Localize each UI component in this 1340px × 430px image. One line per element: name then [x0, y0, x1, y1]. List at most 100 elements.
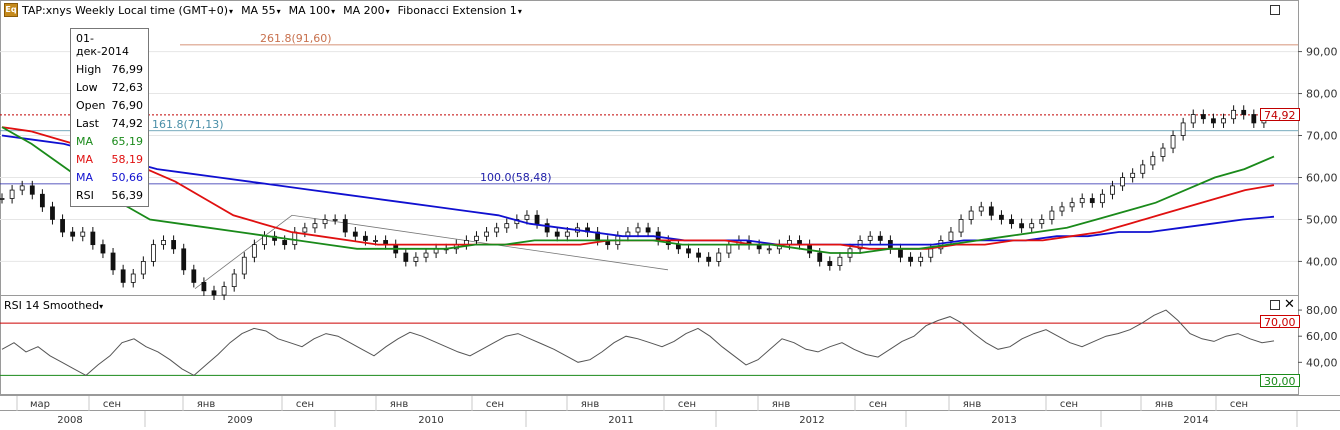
year-label: 2012	[799, 415, 824, 426]
price-candle	[423, 252, 429, 258]
price-candle	[403, 252, 409, 262]
infobox-row-value: 58,19	[111, 153, 144, 166]
chevron-down-icon: ▾	[229, 6, 234, 16]
price-candle	[100, 244, 106, 254]
year-label: 2013	[991, 415, 1016, 426]
ticker-menu[interactable]: TAP:xnys Weekly Local time (GMT+0)▾	[22, 4, 233, 17]
time-label: сен	[1060, 399, 1078, 410]
price-candle	[877, 235, 883, 241]
ma100-menu[interactable]: MA 100▾	[289, 4, 336, 17]
price-candle	[1140, 164, 1146, 174]
price-candle	[322, 219, 328, 225]
price-tick-label: 90,00	[1306, 46, 1338, 59]
price-candle	[1009, 219, 1014, 225]
price-candle	[1099, 193, 1105, 204]
time-label: янв	[963, 399, 982, 410]
fibonacci-level-label: 100.0(58,48)	[480, 171, 552, 184]
price-candle	[908, 256, 913, 262]
price-candle	[1039, 219, 1045, 225]
price-candle	[988, 206, 994, 216]
time-label: сен	[296, 399, 314, 410]
price-candle	[726, 244, 732, 254]
price-candle	[0, 198, 5, 200]
price-tick-label: 80,00	[1306, 88, 1338, 101]
ma55-line	[1, 126, 1275, 254]
infobox-row: RSI 56,39	[71, 187, 148, 205]
price-candle	[686, 248, 691, 254]
rsi-tick-label: 80,00	[1306, 304, 1338, 317]
price-candle	[494, 227, 500, 233]
price-candle	[837, 256, 843, 267]
price-candle	[1089, 198, 1095, 204]
price-candle	[110, 252, 116, 271]
infobox-row: High 76,99	[71, 61, 148, 79]
ma200-menu[interactable]: MA 200▾	[343, 4, 390, 17]
price-candle	[958, 219, 964, 233]
price-candle	[554, 231, 560, 237]
infobox-row-label: Last	[76, 117, 99, 130]
price-candle	[1211, 118, 1216, 124]
fibonacci-tool-lines[interactable]	[194, 214, 669, 290]
infobox-row-value: 56,39	[111, 189, 144, 202]
equity-icon: Eq	[4, 3, 18, 17]
price-candle	[544, 223, 550, 233]
price-candle	[342, 219, 348, 233]
infobox-row: MA 65,19	[71, 133, 148, 151]
price-candle	[928, 248, 934, 258]
rsi-menu[interactable]: RSI 14 Smoothed▾	[4, 299, 103, 312]
price-candle	[1231, 109, 1237, 120]
last-price-tag: 74,92	[1260, 107, 1300, 122]
price-candle	[1150, 156, 1156, 166]
ma55-menu[interactable]: MA 55▾	[241, 4, 281, 17]
infobox-row-value: 50,66	[111, 171, 144, 184]
price-candle	[1079, 198, 1085, 204]
maximize-rsi-icon[interactable]	[1270, 300, 1280, 310]
price-candle	[978, 206, 984, 212]
fibonacci-menu[interactable]: Fibonacci Extension 1▾	[398, 4, 522, 17]
ticker-label: TAP:xnys Weekly Local time (GMT+0)	[22, 3, 229, 17]
infobox-date: 01-дек-2014	[76, 32, 129, 58]
maximize-icon[interactable]	[1270, 5, 1280, 15]
year-label: 2008	[57, 415, 82, 426]
price-candle	[1120, 177, 1125, 187]
infobox-row-label: MA	[76, 171, 94, 184]
chevron-down-icon: ▾	[276, 6, 281, 16]
price-candle	[484, 231, 489, 237]
price-candle	[1170, 135, 1176, 149]
price-candle	[201, 282, 207, 292]
price-tick-label: 50,00	[1306, 213, 1338, 226]
close-icon[interactable]: ✕	[1284, 297, 1295, 312]
price-candle	[716, 252, 722, 262]
price-candle	[140, 261, 146, 275]
infobox-row-value: 74,92	[111, 117, 144, 130]
price-candle	[312, 223, 318, 229]
infobox-row-label: Open	[76, 99, 106, 112]
price-candle	[39, 193, 45, 208]
infobox-row-value: 65,19	[111, 135, 144, 148]
chart-header: Eq TAP:xnys Weekly Local time (GMT+0)▾ M…	[4, 2, 530, 18]
price-candle	[171, 240, 177, 250]
chevron-down-icon: ▾	[99, 302, 104, 311]
year-label: 2009	[227, 415, 252, 426]
price-candle	[1049, 210, 1055, 220]
rsi-overbought-tag: 70,00	[1260, 315, 1300, 329]
infobox-row-value: 76,99	[111, 63, 144, 76]
rsi-panel-frame	[0, 295, 1299, 395]
price-candle	[1019, 223, 1025, 229]
price-candle	[90, 231, 96, 246]
fibonacci-label: Fibonacci Extension 1	[397, 3, 517, 17]
price-tick-label: 70,00	[1306, 130, 1338, 143]
price-candle	[1029, 223, 1035, 229]
time-label: сен	[486, 399, 504, 410]
ma100-label: MA 100	[288, 3, 331, 17]
price-candle	[221, 286, 227, 296]
price-candle	[867, 235, 873, 241]
price-candle	[1251, 114, 1257, 124]
price-candle	[534, 214, 540, 225]
price-candle	[413, 256, 419, 262]
price-candle	[524, 214, 530, 220]
price-candle	[241, 256, 247, 275]
time-label: янв	[390, 399, 409, 410]
